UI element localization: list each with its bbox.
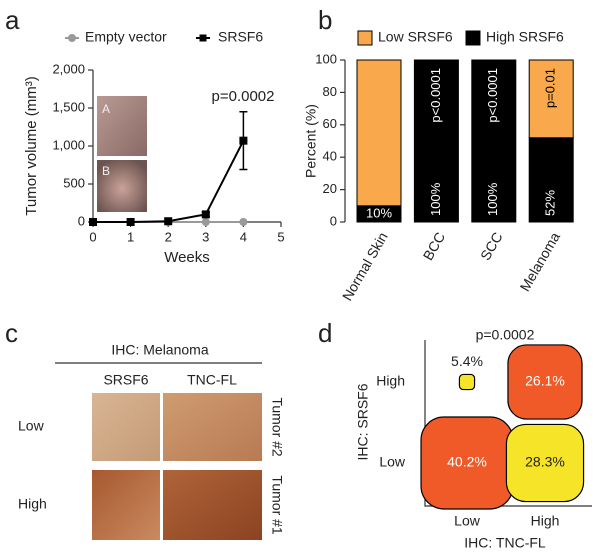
y-tick-label: 20 xyxy=(323,181,337,196)
inset-photo xyxy=(97,96,147,156)
legend-label: High SRSF6 xyxy=(486,29,564,45)
ihc-title: IHC: Melanoma xyxy=(111,342,208,358)
p-value: p<0.0001 xyxy=(428,68,443,123)
legend-marker xyxy=(68,34,76,42)
panel-label: c xyxy=(5,318,18,348)
y-axis-label: IHC: SRSF6 xyxy=(355,383,371,460)
point xyxy=(239,136,248,145)
point xyxy=(239,218,248,226)
x-tick-label: 5 xyxy=(277,229,284,244)
y-tick-label: 1,000 xyxy=(52,137,85,152)
title: p=0.0002 xyxy=(476,327,535,343)
bar-segment xyxy=(471,59,517,223)
bar-segment xyxy=(413,59,459,223)
p-value: p<0.0001 xyxy=(485,68,500,123)
y-axis-label: Percent (%) xyxy=(303,104,319,178)
panel-label: b xyxy=(318,5,332,35)
panel-label: d xyxy=(318,318,332,348)
tumor-label: Tumor #1 xyxy=(269,475,285,535)
y-tick-label: 500 xyxy=(63,175,85,190)
bar-segment xyxy=(528,137,574,223)
y-tick-label: 0 xyxy=(78,213,85,228)
x-tick-label: 2 xyxy=(165,229,172,244)
column-label: SRSF6 xyxy=(103,372,148,388)
x-tick-label: Normal Skin xyxy=(339,229,391,303)
y-tick-label: 40 xyxy=(323,149,337,164)
legend-swatch xyxy=(357,30,373,46)
point xyxy=(89,218,97,226)
panel-label: a xyxy=(5,5,20,35)
x-tick-label: SCC xyxy=(477,229,506,263)
x-tick-label: BCC xyxy=(420,229,449,263)
y-tick-label: High xyxy=(376,373,405,389)
column-label: TNC-FL xyxy=(187,372,237,388)
value-label: 28.3% xyxy=(525,454,565,470)
x-axis-label: Weeks xyxy=(164,249,210,266)
bar-segment xyxy=(528,59,574,139)
x-tick-label: High xyxy=(531,513,560,529)
y-tick-label: 0 xyxy=(330,213,337,228)
ihc-image xyxy=(92,393,160,461)
point xyxy=(164,217,173,226)
value-label: 5.4% xyxy=(451,353,483,369)
x-tick-label: Low xyxy=(454,513,481,529)
axis xyxy=(424,340,592,507)
y-tick-label: 100 xyxy=(315,51,337,66)
inset-label: A xyxy=(102,102,110,116)
tumor-label: Tumor #2 xyxy=(269,397,285,457)
x-tick-label: 0 xyxy=(89,229,96,244)
value-label: 52% xyxy=(543,190,558,216)
p-value: p=0.01 xyxy=(543,68,558,108)
cell xyxy=(505,423,585,503)
point xyxy=(126,218,135,226)
value-label: 26.1% xyxy=(525,373,565,389)
y-tick-label: 1,500 xyxy=(52,99,85,114)
x-axis-label: IHC: TNC-FL xyxy=(464,535,546,551)
cell xyxy=(507,344,583,420)
legend-marker xyxy=(199,34,207,42)
ihc-image xyxy=(163,470,262,540)
y-tick-label: Low xyxy=(379,454,406,470)
bar-segment xyxy=(356,59,402,207)
row-label: High xyxy=(18,496,47,512)
ihc-image xyxy=(92,470,160,540)
legend-swatch xyxy=(465,30,481,46)
point xyxy=(201,210,210,219)
y-tick-label: 2,000 xyxy=(52,61,85,76)
value-label: 10% xyxy=(366,205,392,220)
x-tick-label: Melanoma xyxy=(516,229,563,294)
x-tick-label: 1 xyxy=(127,229,134,244)
point xyxy=(201,218,210,226)
legend-label: SRSF6 xyxy=(218,29,263,45)
annotation: p=0.0002 xyxy=(212,88,275,105)
row-label: Low xyxy=(18,418,45,434)
legend-label: Low SRSF6 xyxy=(378,29,453,45)
inset-label: B xyxy=(102,164,110,178)
inset-photo xyxy=(97,160,147,212)
x-tick-label: 4 xyxy=(240,229,247,244)
ihc-image xyxy=(163,393,262,461)
value-label: 100% xyxy=(428,182,443,216)
cell xyxy=(458,373,476,391)
legend-label: Empty vector xyxy=(85,29,167,45)
x-tick-label: 3 xyxy=(202,229,209,244)
y-tick-label: 60 xyxy=(323,116,337,131)
y-tick-label: 80 xyxy=(323,84,337,99)
value-label: 40.2% xyxy=(447,454,487,470)
value-label: 100% xyxy=(485,182,500,216)
y-axis-label: Tumor volume (mm³) xyxy=(23,76,40,215)
